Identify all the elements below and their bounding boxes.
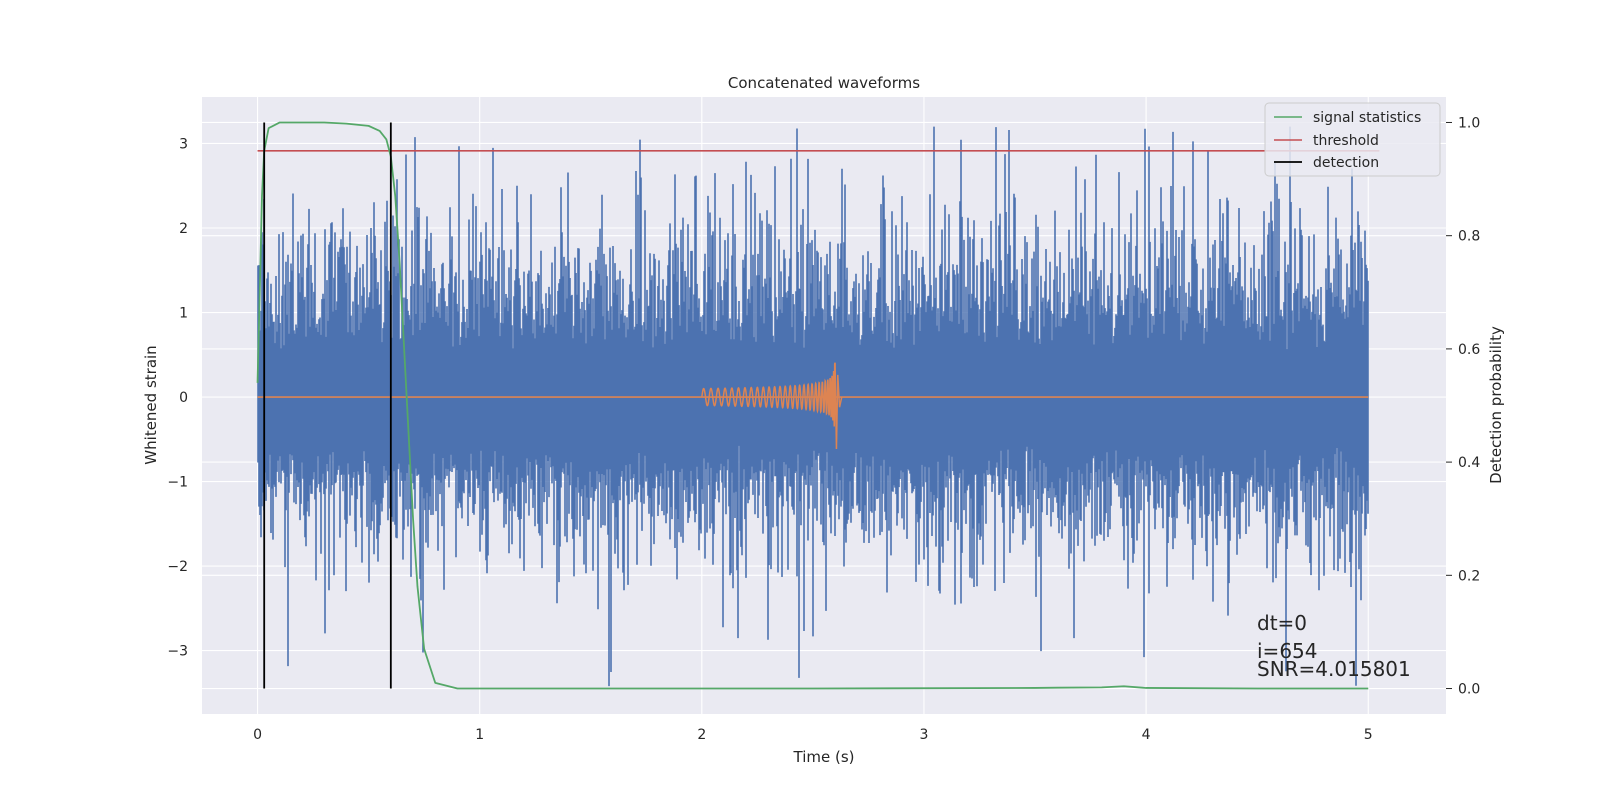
y-tick-label: −2 [167,559,188,575]
injected-chirp-series [257,362,1369,450]
legend-label-signal-statistics: signal statistics [1313,110,1421,126]
y-tick-labels: −3 −2 −1 0 1 2 3 [167,136,188,659]
y2-tick-label: 0.0 [1458,682,1480,698]
annotation-dt: dt=0 [1257,611,1307,635]
y2-tick-label: 1.0 [1458,115,1480,131]
y-tick-label: −1 [167,475,188,491]
y-tick-label: −3 [167,644,188,660]
detection-series [263,122,392,689]
y-tick-label: 0 [179,390,188,406]
y2-tick-label: 0.8 [1458,229,1480,245]
x-axis-label: Time (s) [793,748,855,766]
annotation-block: dt=0 i=654 SNR=4.015801 [1257,611,1411,681]
y2-tick-label: 0.6 [1458,342,1480,358]
y2-tick-label: 0.2 [1458,568,1480,584]
chart-title: Concatenated waveforms [728,74,920,92]
x-tick-label: 5 [1364,727,1373,743]
y-tick-label: 1 [179,306,188,322]
y2-tick-labels: 0.0 0.2 0.4 0.6 0.8 1.0 [1446,115,1480,698]
y-axis-label: Whitened strain [142,345,160,464]
x-tick-label: 3 [920,727,929,743]
chirp-waveform [701,362,843,450]
y2-tick-label: 0.4 [1458,455,1480,471]
x-tick-labels: 0 1 2 3 4 5 [253,727,1373,743]
y2-axis-label: Detection probability [1487,326,1505,484]
annotation-i: i=654 [1257,639,1318,663]
annotation-snr: SNR=4.015801 [1257,657,1411,681]
y-tick-label: 2 [179,221,188,237]
legend-label-detection: detection [1313,155,1379,171]
legend-label-threshold: threshold [1313,133,1379,149]
legend: signal statistics threshold detection [1264,102,1441,177]
x-tick-label: 1 [475,727,484,743]
y-tick-label: 3 [179,136,188,152]
signal-statistics-series [256,121,1369,690]
x-tick-label: 4 [1142,727,1151,743]
legend-box [1264,102,1441,177]
signal-statistics-line [256,121,1369,690]
x-tick-label: 0 [253,727,262,743]
x-tick-label: 2 [697,727,706,743]
